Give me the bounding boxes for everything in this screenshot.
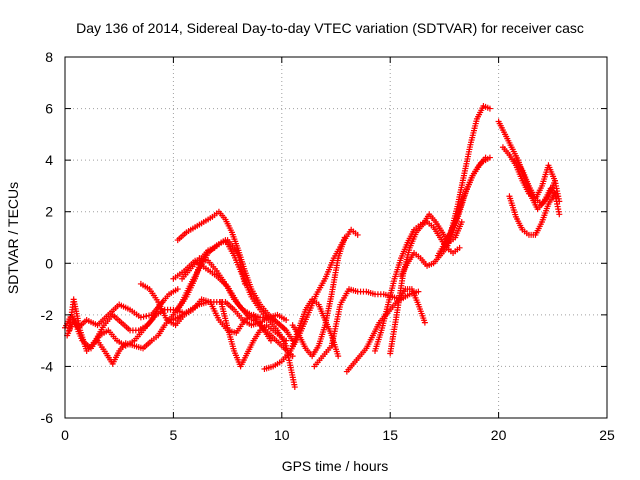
y-axis-label: SDTVAR / TECUs — [5, 182, 21, 294]
chart-title: Day 136 of 2014, Sidereal Day-to-day VTE… — [76, 20, 584, 36]
data-point — [291, 384, 298, 391]
series-track-14 — [289, 296, 342, 360]
y-tick-label: 6 — [45, 101, 53, 117]
data-point — [137, 314, 144, 321]
data-point — [354, 231, 361, 238]
data-point — [486, 154, 493, 161]
data-point — [556, 211, 563, 218]
series-track-4 — [94, 311, 177, 367]
data-point — [415, 288, 422, 295]
series-track-3 — [66, 296, 186, 354]
series-track-24 — [499, 144, 558, 202]
data-points — [62, 102, 563, 391]
series-track-13 — [261, 226, 361, 373]
series-track-19 — [387, 211, 465, 357]
data-point — [140, 313, 147, 320]
data-point — [267, 337, 274, 344]
y-tick-label: -4 — [41, 358, 54, 374]
series-track-18 — [372, 219, 463, 354]
y-tick-label: -6 — [41, 410, 54, 426]
y-tick-label: 2 — [45, 204, 53, 220]
plot-border — [64, 56, 608, 419]
data-point — [289, 353, 296, 360]
data-point — [458, 219, 465, 226]
grid — [65, 57, 607, 418]
series-track-15 — [289, 234, 348, 360]
data-point — [283, 337, 290, 344]
data-point — [421, 319, 428, 326]
data-point — [341, 234, 348, 241]
series-track-26 — [512, 157, 563, 207]
x-axis-label: GPS time / hours — [282, 458, 389, 474]
data-point — [456, 244, 463, 251]
series-track-11 — [179, 255, 290, 334]
data-point — [335, 353, 342, 360]
data-point — [283, 317, 290, 324]
y-tick-label: -2 — [41, 307, 54, 323]
data-point — [143, 313, 150, 320]
y-tick-label: 0 — [45, 255, 53, 271]
x-tick-label: 15 — [382, 427, 398, 443]
x-tick-label: 10 — [274, 427, 290, 443]
x-tick-label: 25 — [599, 427, 615, 443]
x-tick-label: 20 — [491, 427, 507, 443]
y-tick-label: 4 — [45, 152, 53, 168]
data-point — [486, 105, 493, 112]
data-point — [556, 198, 563, 205]
series-track-12 — [218, 298, 290, 370]
data-point — [146, 312, 153, 319]
data-point — [174, 286, 181, 293]
x-tick-label: 5 — [170, 427, 178, 443]
series-track-22 — [434, 154, 493, 259]
axes: 0 5 10 15 20 25 -6 -4 -2 0 2 4 6 8 — [41, 49, 615, 443]
x-tick-label: 0 — [61, 427, 69, 443]
y-tick-label: 8 — [45, 49, 53, 65]
data-point — [283, 327, 290, 334]
series-track-25 — [506, 190, 563, 238]
